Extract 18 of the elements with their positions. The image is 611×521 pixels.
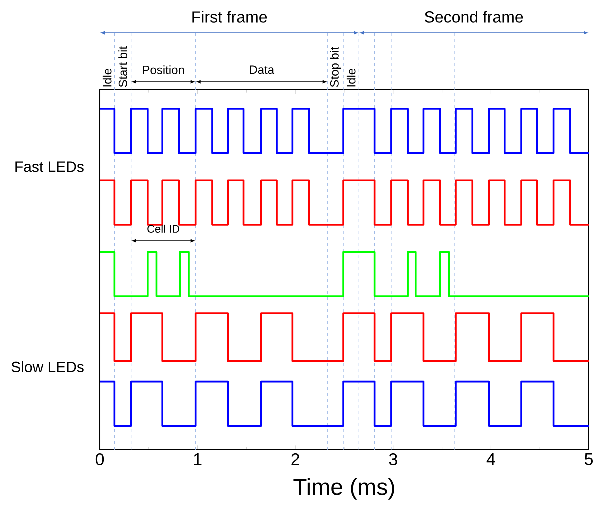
x-tick-label: 2 — [292, 454, 300, 466]
x-tick-label: 4 — [486, 454, 496, 466]
text: Fast LEDs — [16, 162, 84, 172]
annotation: Cell ID — [148, 224, 180, 234]
text: Data — [250, 66, 275, 74]
text: Idle — [102, 68, 112, 87]
text: Stop bit — [330, 47, 342, 88]
text: Second frame — [425, 11, 524, 23]
text: Position — [143, 66, 184, 74]
text: First frame — [192, 11, 268, 23]
text: Idle — [346, 68, 356, 87]
text: Slow LEDs — [12, 361, 84, 372]
text: Start bit — [118, 46, 128, 88]
x-tick-label: 1 — [194, 454, 202, 466]
x-tick-label: 0 — [96, 454, 104, 466]
x-tick-label: 3 — [389, 454, 398, 466]
x-axis-title: Time (ms) — [294, 478, 394, 500]
x-tick-label: 5 — [584, 454, 594, 466]
